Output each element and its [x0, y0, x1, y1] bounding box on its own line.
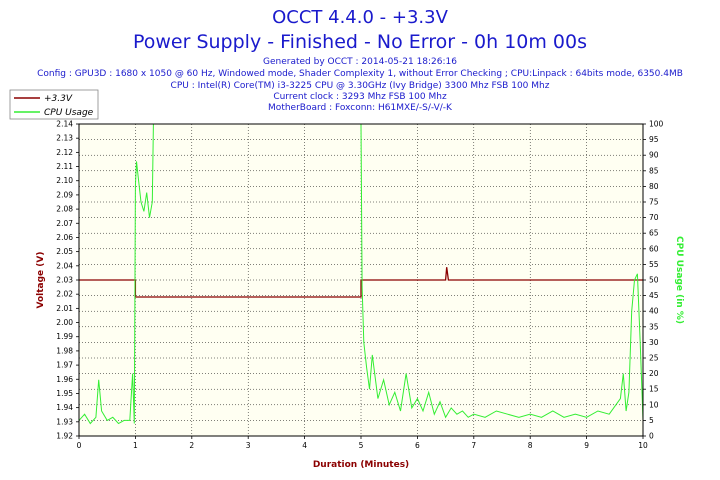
info-generated: Generated by OCCT : 2014-05-21 18:26:16 — [263, 57, 457, 67]
y2-tick-label: 50 — [649, 276, 659, 285]
y-tick-label: 2.06 — [56, 233, 73, 242]
x-tick-label: 6 — [415, 441, 420, 450]
legend-box — [9, 89, 99, 120]
plot-frame — [78, 123, 644, 437]
y-tick-label: 2.08 — [56, 205, 73, 214]
y-tick-label: 1.97 — [56, 361, 73, 370]
x-tick-label: 9 — [584, 441, 589, 450]
y-tick-label: 2.03 — [56, 276, 73, 285]
y-tick-label: 1.94 — [56, 403, 73, 412]
y2-tick-label: 60 — [649, 244, 659, 253]
y-tick-label: 1.99 — [56, 332, 73, 341]
y-tick-label: 2.01 — [56, 304, 73, 313]
y2-tick-label: 10 — [649, 400, 659, 409]
y2-tick-label: 75 — [649, 198, 659, 207]
y-tick-label: 2.02 — [56, 290, 73, 299]
info-cpu: CPU : Intel(R) Core(TM) i3-3225 CPU @ 3.… — [171, 81, 550, 91]
y2-tick-label: 15 — [649, 385, 659, 394]
x-tick-label: 0 — [77, 441, 82, 450]
x-axis-label: Duration (Minutes) — [313, 460, 409, 470]
y2-axis-label: CPU Usage (in %) — [674, 236, 684, 324]
y-tick-label: 2.11 — [56, 162, 73, 171]
y2-tick-label: 25 — [649, 354, 659, 363]
x-tick-label: 4 — [302, 441, 307, 450]
y-tick-label: 2.10 — [56, 176, 73, 185]
chart-subtitle: Power Supply - Finished - No Error - 0h … — [133, 31, 587, 53]
x-tick-label: 2 — [189, 441, 194, 450]
y-tick-label: 2.07 — [56, 219, 73, 228]
chart-title: OCCT 4.4.0 - +3.3V — [272, 7, 448, 28]
y2-tick-label: 65 — [649, 229, 659, 238]
y2-tick-label: 95 — [649, 135, 659, 144]
x-tick-label: 1 — [133, 441, 138, 450]
y-tick-label: 1.95 — [56, 389, 73, 398]
y2-tick-label: 85 — [649, 166, 659, 175]
y-axis-label: Voltage (V) — [36, 252, 46, 309]
y-tick-label: 2.00 — [56, 318, 73, 327]
y-tick-label: 2.05 — [56, 247, 73, 256]
y2-tick-label: 30 — [649, 338, 659, 347]
y-tick-label: 2.04 — [56, 261, 73, 270]
legend-label-cpu: CPU Usage — [44, 108, 94, 118]
series-layer — [78, 123, 644, 437]
series-line-cpu — [78, 123, 644, 425]
y2-tick-label: 5 — [649, 416, 654, 425]
info-motherboard: MotherBoard : Foxconn: H61MXE/-S/-V/-K — [268, 103, 453, 113]
y-tick-label: 2.14 — [56, 120, 73, 129]
y2-tick-label: 55 — [649, 260, 659, 269]
y2-tick-label: 100 — [649, 120, 664, 129]
x-tick-label: 10 — [638, 441, 648, 450]
y-tick-label: 1.98 — [56, 346, 73, 355]
info-clock: Current clock : 3293 Mhz FSB 100 Mhz — [273, 92, 447, 102]
y-tick-label: 1.92 — [56, 432, 73, 441]
x-tick-label: 5 — [359, 441, 364, 450]
x-tick-label: 7 — [471, 441, 476, 450]
y-tick-label: 2.13 — [56, 134, 73, 143]
y-tick-label: 2.12 — [56, 148, 73, 157]
y2-tick-label: 80 — [649, 182, 659, 191]
y2-tick-label: 35 — [649, 322, 659, 331]
y2-tick-label: 40 — [649, 307, 659, 316]
y2-tick-label: 70 — [649, 213, 659, 222]
legend: +3.3V CPU Usage — [9, 89, 99, 120]
y-tick-label: 1.93 — [56, 417, 73, 426]
info-config: Config : GPU3D : 1680 x 1050 @ 60 Hz, Wi… — [37, 69, 683, 79]
y2-tick-label: 45 — [649, 291, 659, 300]
tick-labels: 0 1 2 3 4 5 6 7 8 9 101.921.931.941.951.961.971.98… — [56, 120, 663, 451]
x-tick-label: 8 — [528, 441, 533, 450]
y2-tick-label: 90 — [649, 151, 659, 160]
y2-tick-label: 20 — [649, 369, 659, 378]
legend-label-voltage: +3.3V — [44, 94, 73, 104]
y-tick-label: 1.96 — [56, 375, 73, 384]
y2-tick-label: 0 — [649, 432, 654, 441]
x-tick-label: 3 — [246, 441, 251, 450]
y-tick-label: 2.09 — [56, 190, 73, 199]
